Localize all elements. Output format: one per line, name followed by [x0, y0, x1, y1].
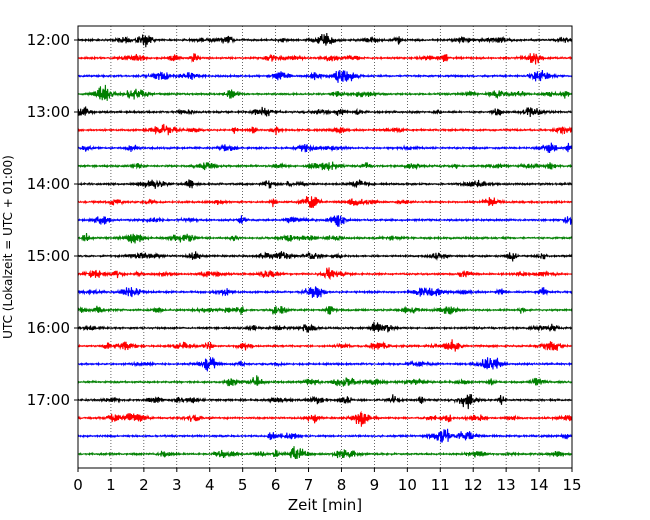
trace-11 — [77, 232, 573, 244]
trace-8 — [77, 179, 573, 189]
plot-frame — [77, 25, 573, 469]
x-tick-label-5: 5 — [238, 476, 248, 494]
trace-21 — [77, 410, 573, 427]
y-tick-label-4: 16:00 — [27, 319, 70, 337]
trace-12 — [77, 251, 573, 262]
trace-10 — [77, 215, 573, 227]
trace-1 — [77, 53, 573, 65]
x-tick-label-8: 8 — [337, 476, 347, 494]
x-tick-label-7: 7 — [304, 476, 314, 494]
x-axis-label: Zeit [min] — [288, 496, 362, 514]
x-tick-label-0: 0 — [73, 476, 83, 494]
x-tick-label-1: 1 — [106, 476, 116, 494]
trace-2 — [77, 69, 573, 83]
y-axis-label: UTC (Lokalzeit = UTC + 01:00) — [1, 155, 15, 339]
trace-19 — [77, 375, 573, 387]
trace-7 — [77, 161, 573, 171]
y-axis-ticks: 12:00 13:00 14:00 15:00 16:00 17:00 — [27, 31, 78, 409]
x-tick-label-15: 15 — [562, 476, 581, 494]
x-tick-label-9: 9 — [370, 476, 380, 494]
x-tick-label-3: 3 — [172, 476, 182, 494]
trace-23 — [77, 446, 573, 460]
trace-9 — [77, 196, 573, 209]
trace-20 — [77, 393, 573, 410]
trace-5 — [77, 123, 573, 136]
trace-16 — [77, 321, 573, 333]
trace-3 — [77, 84, 573, 101]
x-tick-label-2: 2 — [139, 476, 149, 494]
trace-14 — [77, 286, 573, 299]
x-tick-label-12: 12 — [464, 476, 483, 494]
x-tick-label-13: 13 — [497, 476, 516, 494]
trace-17 — [77, 339, 573, 352]
y-tick-label-1: 13:00 — [27, 103, 70, 121]
trace-18 — [77, 357, 573, 372]
x-axis-ticks: 0 1 2 3 4 5 6 7 8 9 10 11 12 13 14 15 — [73, 468, 582, 494]
x-tick-label-6: 6 — [271, 476, 281, 494]
y-tick-label-0: 12:00 — [27, 31, 70, 49]
x-tick-label-11: 11 — [431, 476, 450, 494]
trace-13 — [77, 267, 573, 281]
trace-22 — [77, 428, 573, 443]
y-tick-label-2: 14:00 — [27, 175, 70, 193]
y-tick-label-5: 17:00 — [27, 391, 70, 409]
x-tick-label-4: 4 — [205, 476, 215, 494]
seismogram-traces — [77, 32, 573, 460]
y-tick-label-3: 15:00 — [27, 247, 70, 265]
trace-15 — [77, 305, 573, 316]
trace-0 — [77, 32, 573, 48]
x-tick-label-10: 10 — [398, 476, 417, 494]
trace-4 — [77, 106, 573, 118]
trace-6 — [77, 142, 573, 153]
x-tick-label-14: 14 — [530, 476, 549, 494]
